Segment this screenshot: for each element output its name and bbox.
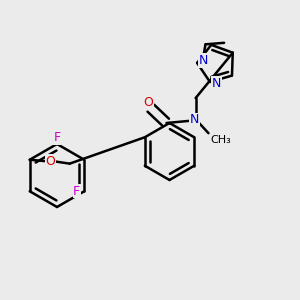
Text: CH₃: CH₃ — [210, 135, 231, 145]
Text: N: N — [199, 54, 208, 67]
Text: N: N — [212, 77, 221, 90]
Text: N: N — [190, 113, 199, 126]
Text: O: O — [45, 155, 55, 168]
Text: F: F — [53, 131, 61, 144]
Text: O: O — [144, 95, 153, 109]
Text: F: F — [73, 185, 80, 198]
